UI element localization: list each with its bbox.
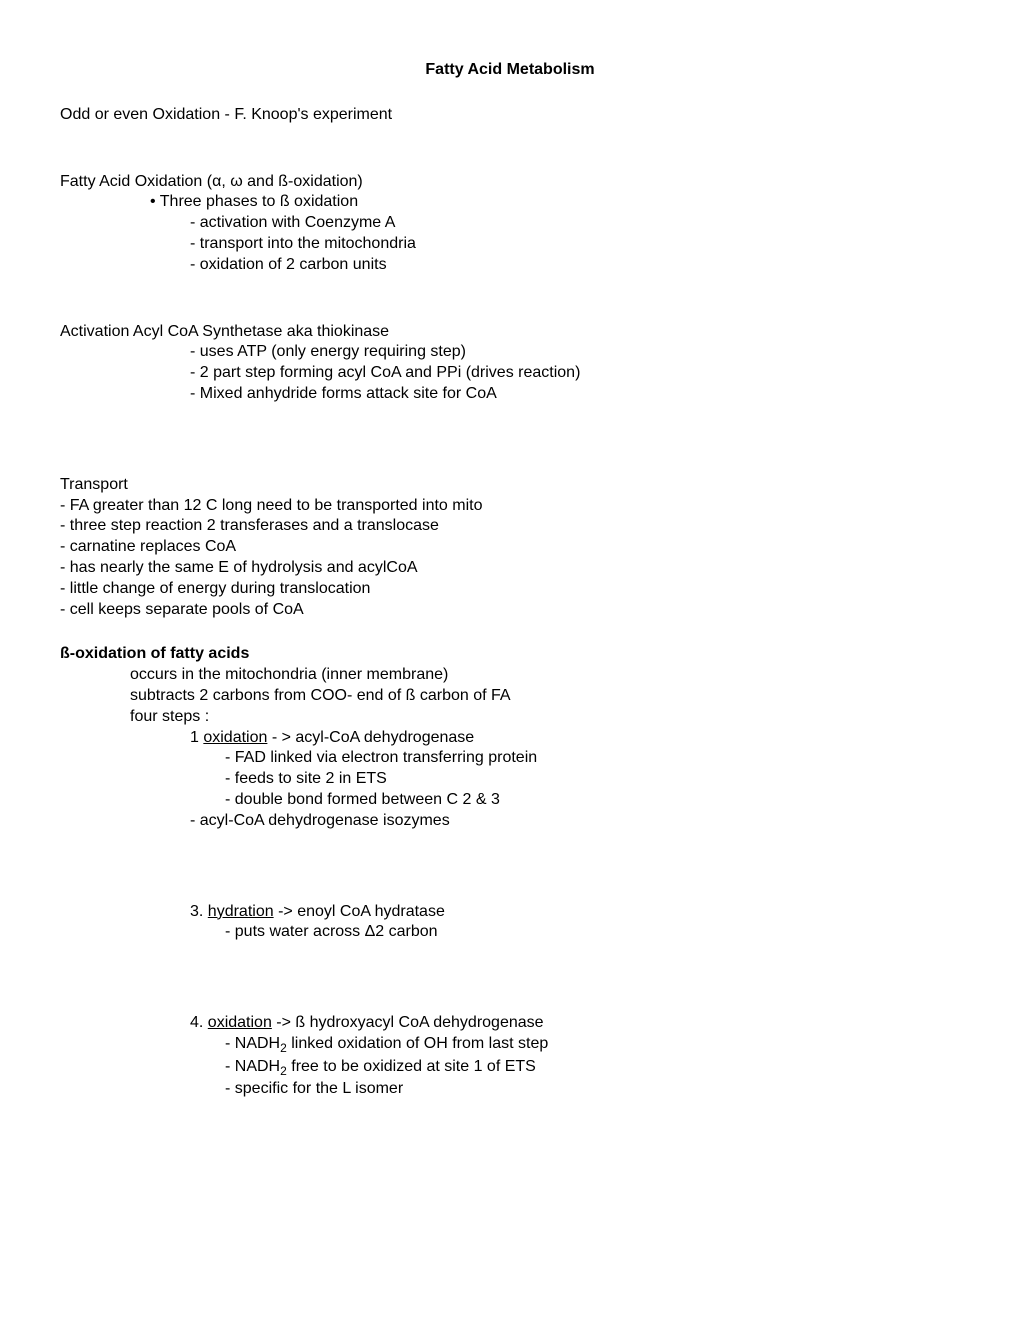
step-rest: -> enoyl CoA hydratase (274, 903, 445, 920)
text-span: FA greater than 12 C long need to be tra… (70, 497, 483, 514)
step-name: oxidation (208, 1014, 272, 1031)
list-item: - little change of energy during translo… (60, 579, 960, 600)
list-item: - has nearly the same E of hydrolysis an… (60, 558, 960, 579)
text-line: Odd or even Oxidation - F. Knoop's exper… (60, 105, 960, 126)
text-span: specific for the L isomer (235, 1080, 403, 1097)
text-span: carnatine replaces CoA (70, 538, 236, 555)
text-span: three step reaction 2 transferases and a… (70, 517, 439, 534)
text-span: - NADH (225, 1058, 280, 1075)
step-sub-item: - feeds to site 2 in ETS (60, 769, 960, 790)
text-line: Fatty Acid Oxidation (α, ω and ß-oxidati… (60, 172, 960, 193)
step-sub-item: - double bond formed between C 2 & 3 (60, 790, 960, 811)
list-item: - FA greater than 12 C long need to be t… (60, 496, 960, 517)
section-heading: Transport (60, 475, 960, 496)
step-sub-item: - puts water across Δ2 carbon (60, 922, 960, 943)
step-name: hydration (208, 903, 274, 920)
step-heading: 4. oxidation -> ß hydroxyacyl CoA dehydr… (60, 1013, 960, 1034)
list-item: - carnatine replaces CoA (60, 537, 960, 558)
bullet-item: Three phases to ß oxidation (60, 192, 960, 213)
step-heading: 1 oxidation - > acyl-CoA dehydrogenase (60, 728, 960, 749)
page-title: Fatty Acid Metabolism (60, 60, 960, 81)
sub-item: - transport into the mitochondria (60, 234, 960, 255)
section-transport: Transport - FA greater than 12 C long ne… (60, 475, 960, 621)
list-item: - three step reaction 2 transferases and… (60, 516, 960, 537)
text-span: - NADH (225, 1035, 280, 1052)
list-item: - cell keeps separate pools of CoA (60, 600, 960, 621)
step-sub-item: - NADH2 linked oxidation of OH from last… (60, 1034, 960, 1057)
step-number: 3. (190, 903, 208, 920)
text-span: 2 part step forming acyl CoA and PPi (dr… (200, 364, 581, 381)
text-span: free to be oxidized at site 1 of ETS (287, 1058, 536, 1075)
step-sub-item: - acyl-CoA dehydrogenase isozymes (60, 811, 960, 832)
text-span: has nearly the same E of hydrolysis and … (70, 559, 418, 576)
step-rest: - > acyl-CoA dehydrogenase (267, 729, 474, 746)
step-number: 4. (190, 1014, 208, 1031)
subscript: 2 (280, 1064, 287, 1078)
sub-item: four steps : (60, 707, 960, 728)
step-sub-item: - FAD linked via electron transferring p… (60, 748, 960, 769)
subscript: 2 (280, 1041, 287, 1055)
section-beta-oxidation: ß-oxidation of fatty acids occurs in the… (60, 644, 960, 1100)
text-span: puts water across Δ2 carbon (235, 923, 438, 940)
section-activation: Activation Acyl CoA Synthetase aka thiok… (60, 322, 960, 405)
bullet-text: Three phases to ß oxidation (160, 193, 358, 210)
section-oxidation-types: Fatty Acid Oxidation (α, ω and ß-oxidati… (60, 172, 960, 276)
step-name: oxidation (203, 729, 267, 746)
step-number: 1 (190, 729, 203, 746)
step-sub-item: - specific for the L isomer (60, 1079, 960, 1100)
section-heading: Activation Acyl CoA Synthetase aka thiok… (60, 322, 960, 343)
sub-item: - activation with Coenzyme A (60, 213, 960, 234)
text-span: little change of energy during transloca… (70, 580, 371, 597)
sub-item: subtracts 2 carbons from COO- end of ß c… (60, 686, 960, 707)
step-rest: -> ß hydroxyacyl CoA dehydrogenase (272, 1014, 544, 1031)
sub-item: - Mixed anhydride forms attack site for … (60, 384, 960, 405)
text-span: Mixed anhydride forms attack site for Co… (200, 385, 497, 402)
step-sub-item: - NADH2 free to be oxidized at site 1 of… (60, 1057, 960, 1080)
text-span: linked oxidation of OH from last step (287, 1035, 548, 1052)
section-knoop: Odd or even Oxidation - F. Knoop's exper… (60, 105, 960, 126)
step-heading: 3. hydration -> enoyl CoA hydratase (60, 902, 960, 923)
sub-item: occurs in the mitochondria (inner membra… (60, 665, 960, 686)
text-span: cell keeps separate pools of CoA (70, 601, 304, 618)
sub-item: - uses ATP (only energy requiring step) (60, 342, 960, 363)
sub-item: - 2 part step forming acyl CoA and PPi (… (60, 363, 960, 384)
section-heading: ß-oxidation of fatty acids (60, 644, 960, 665)
text-span: acyl-CoA dehydrogenase isozymes (200, 812, 450, 829)
sub-item: - oxidation of 2 carbon units (60, 255, 960, 276)
